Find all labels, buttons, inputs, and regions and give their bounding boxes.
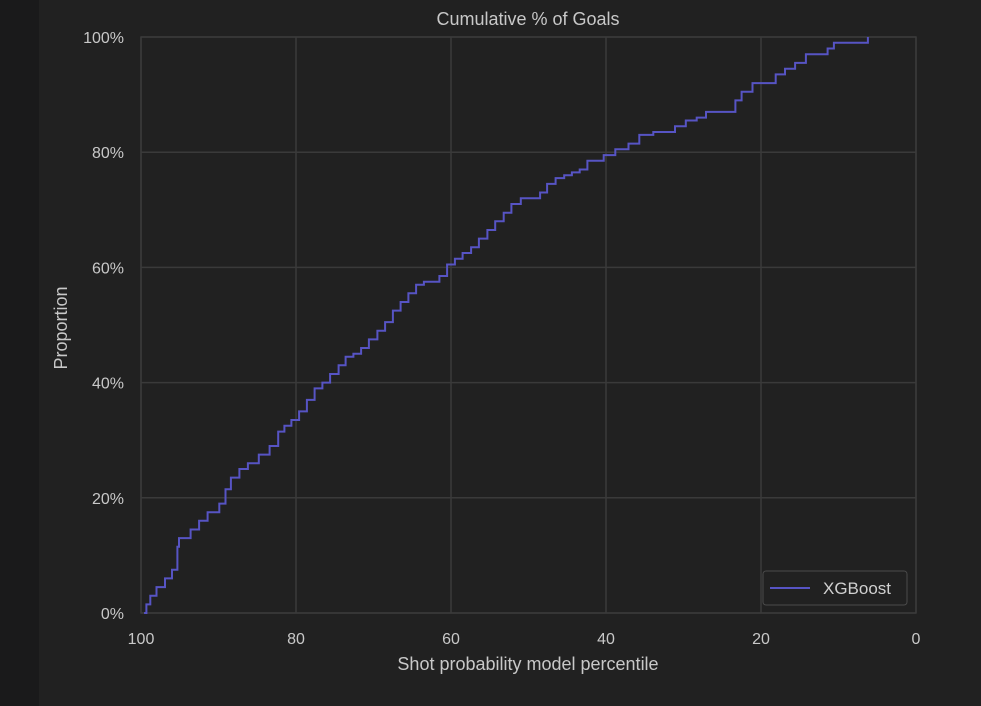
grid-layer [140, 36, 917, 614]
plot-area [140, 36, 917, 614]
x-tick-label: 0 [912, 631, 921, 648]
x-tick-label: 100 [128, 631, 155, 648]
legend-box [762, 570, 908, 606]
chart-figure: 100 80 60 40 20 0 0% 20% 40% 60% 80% 100% Cumulativ… [39, 0, 981, 706]
tick-layer: 100 80 60 40 20 0 0% 20% 40% 60% 80% 100% [83, 30, 920, 648]
y-tick-label: 20% [92, 491, 124, 508]
x-tick-label: 60 [442, 631, 460, 648]
x-tick-label: 80 [287, 631, 305, 648]
x-tick-label: 20 [752, 631, 770, 648]
series-line-xgboost [144, 37, 869, 614]
y-tick-label: 80% [92, 145, 124, 162]
legend-label: XGBoost [823, 579, 891, 598]
x-tick-label: 40 [597, 631, 615, 648]
y-tick-label: 60% [92, 260, 124, 277]
y-tick-label: 0% [101, 606, 124, 623]
x-axis-label: Shot probability model percentile [397, 654, 658, 674]
chart-title: Cumulative % of Goals [436, 9, 619, 29]
y-axis-label: Proportion [51, 286, 71, 369]
y-tick-label: 100% [83, 30, 124, 47]
series-layer [144, 37, 869, 614]
legend: XGBoost [762, 570, 908, 606]
y-tick-label: 40% [92, 376, 124, 393]
chart-svg: 100 80 60 40 20 0 0% 20% 40% 60% 80% 100% Cumulativ… [51, 9, 921, 674]
